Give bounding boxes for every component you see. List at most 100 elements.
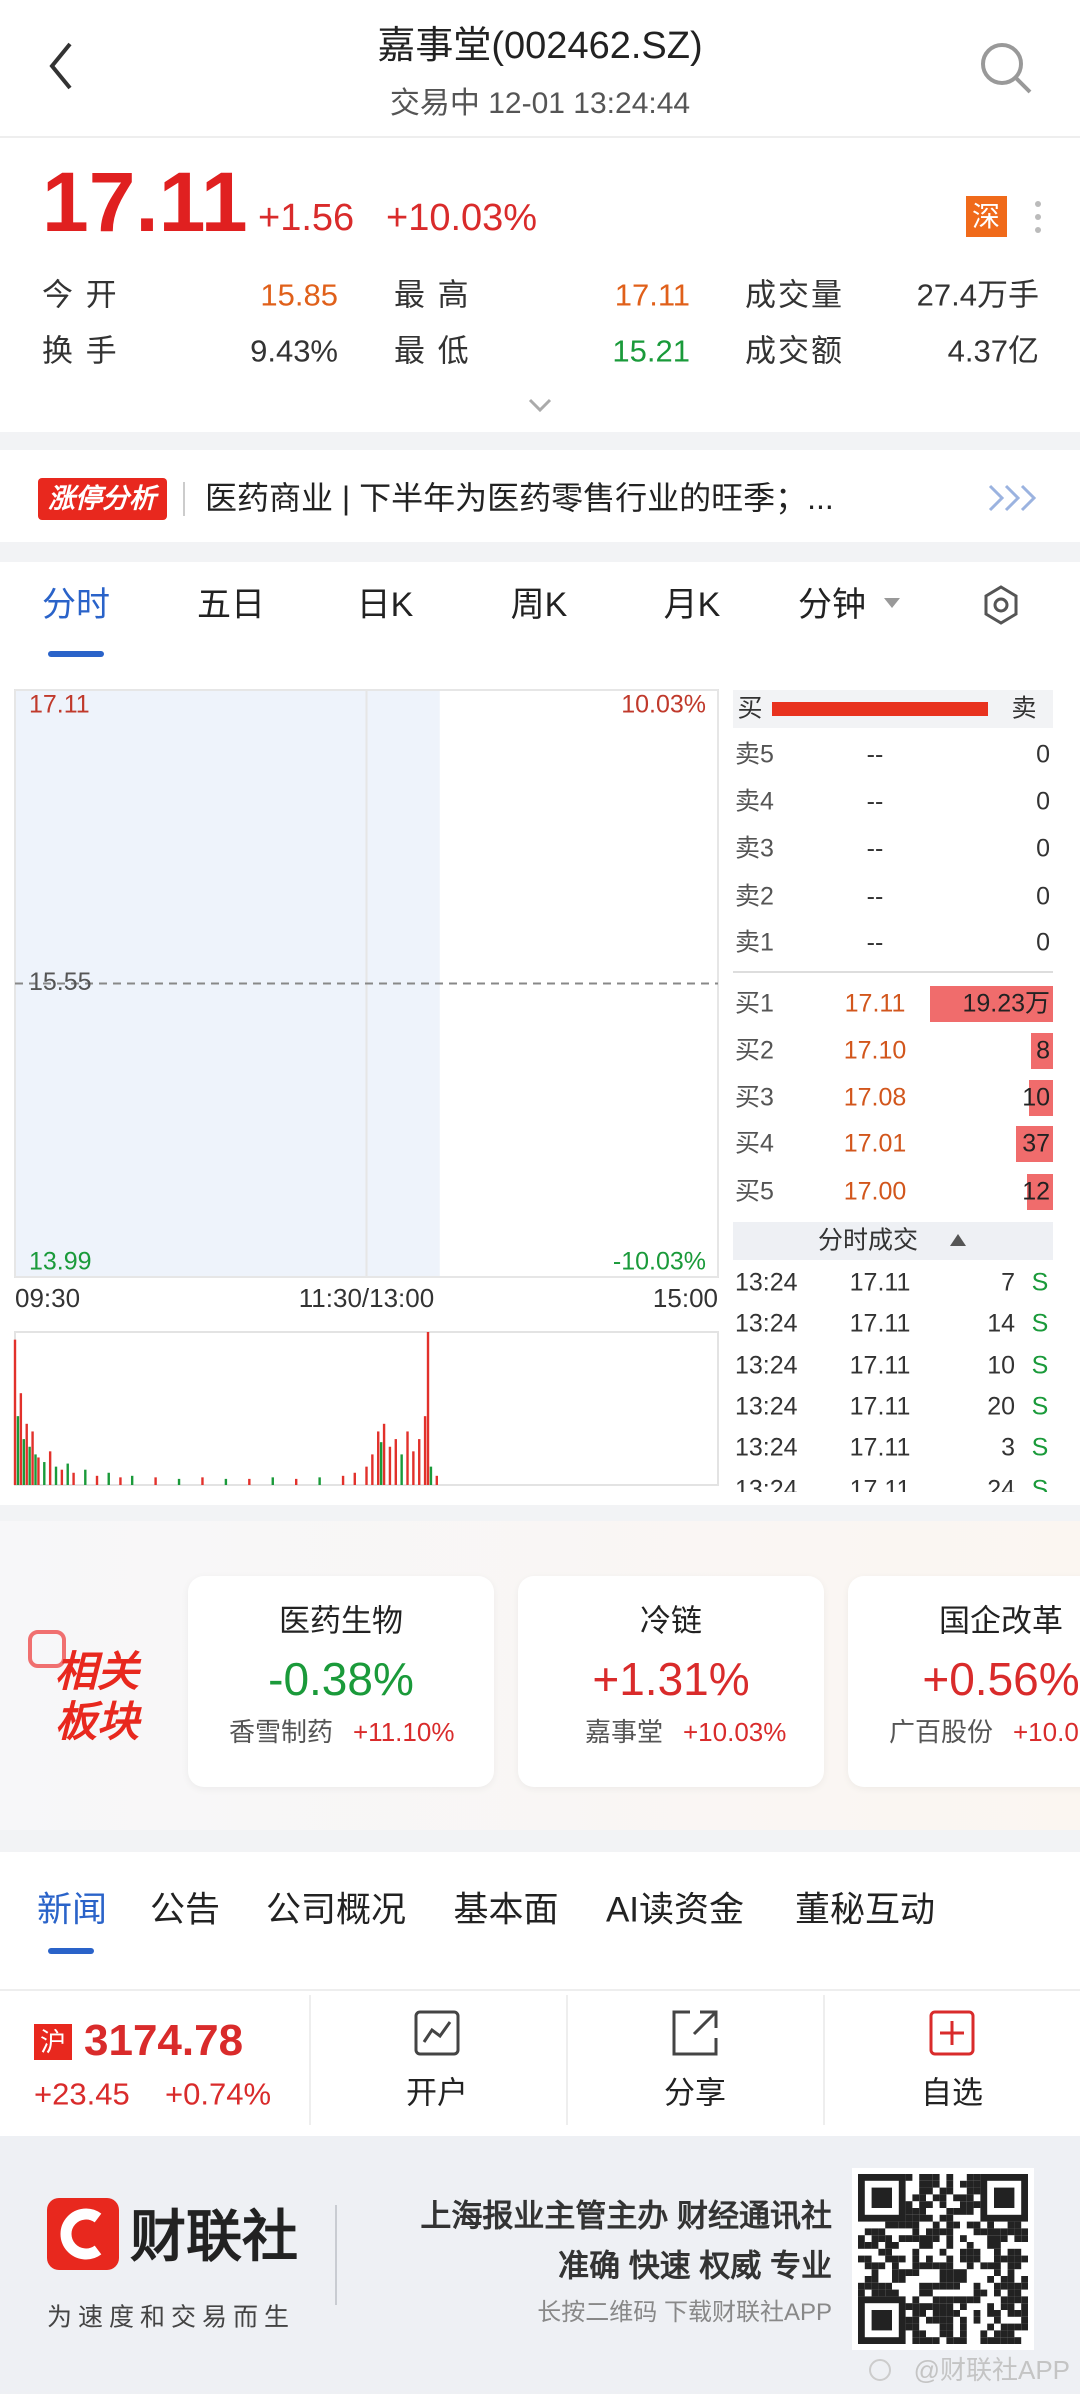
qr-cell [885, 2221, 892, 2229]
sector-card[interactable] [848, 1576, 1080, 1787]
qr-cell [932, 2228, 940, 2236]
news-tab[interactable]: AI读资金 [605, 1890, 745, 1930]
bid-depth-bar [1030, 1033, 1053, 1069]
bid-volume: 10 [1022, 1083, 1050, 1112]
qr-cell [994, 2282, 1001, 2290]
qr-cell [885, 2255, 892, 2263]
ask-price: -- [866, 882, 884, 911]
trade-volume: 24 [987, 1475, 1015, 1493]
back-icon[interactable] [49, 42, 72, 90]
banner-text[interactable]: 医药商业 | 下半年为医药零售行业的旺季；... [205, 480, 834, 516]
dropdown-icon[interactable] [884, 598, 900, 608]
qr-cell [926, 2262, 933, 2270]
qr-finder [994, 2187, 1015, 2208]
volume-bar [224, 1478, 228, 1485]
trade-time: 13:24 [735, 1309, 798, 1338]
chart-tab[interactable]: 月K [663, 586, 721, 624]
qr-cell [1014, 2228, 1022, 2236]
qr-code[interactable] [852, 2168, 1034, 2350]
qr-cell [919, 2235, 926, 2242]
chart-tab[interactable]: 五日 [197, 586, 265, 624]
news-tab[interactable]: 公告 [149, 1890, 221, 1930]
qr-cell [946, 2323, 954, 2331]
qr-cell [1007, 2296, 1015, 2304]
news-tab[interactable]: 基本面 [453, 1890, 559, 1930]
chart-tab[interactable]: 周K [510, 586, 568, 624]
qr-cell [912, 2323, 920, 2331]
qr-cell [953, 2296, 960, 2304]
bottom-bar-divider [0, 1989, 1080, 1991]
qr-cell [980, 2337, 988, 2344]
volume-bar [248, 1478, 251, 1485]
news-tab[interactable]: 公司概况 [265, 1890, 407, 1930]
sector-card[interactable] [188, 1576, 494, 1787]
news-tab[interactable]: 新闻 [36, 1890, 108, 1930]
action-button[interactable]: 分享 [664, 2075, 726, 2111]
sector-title: 相关 [55, 1648, 140, 1695]
sector-card[interactable] [518, 1576, 824, 1787]
qr-cell [912, 2248, 920, 2256]
qr-cell [1007, 2310, 1015, 2317]
more-arrows[interactable] [988, 484, 1037, 512]
trades-header-bg [733, 1222, 1053, 1260]
brand-slogan: 为速度和交易而生 [47, 2303, 296, 2332]
chart-tab[interactable]: 日K [356, 586, 414, 624]
trade-volume: 7 [1001, 1268, 1015, 1297]
ask-price: -- [866, 787, 884, 816]
stat-label: 成交额 [745, 333, 844, 369]
qr-cell [1007, 2330, 1015, 2338]
qr-cell [926, 2180, 933, 2188]
volume-bar [84, 1469, 87, 1485]
qr-cell [932, 2296, 940, 2304]
qr-cell [1014, 2255, 1022, 2263]
qr-cell [892, 2269, 899, 2276]
qr-finder [980, 2173, 1028, 2222]
qr-cell [946, 2276, 954, 2283]
qr-cell [1000, 2303, 1008, 2310]
trade-volume: 14 [987, 1309, 1015, 1338]
qr-cell [953, 2221, 960, 2229]
qr-cell [919, 2242, 926, 2249]
qr-cell [926, 2316, 933, 2324]
section-gap [0, 1505, 1080, 1521]
qr-cell [987, 2310, 994, 2317]
expand-icon[interactable] [528, 398, 552, 413]
stat-label: 今 开 [42, 277, 119, 313]
qr-cell [939, 2228, 947, 2236]
stat-value: 27.4万手 [916, 277, 1039, 313]
volume-bar [426, 1332, 430, 1485]
banner-divider [183, 482, 185, 516]
ask-level: 卖2 [735, 882, 774, 911]
action-button[interactable]: 自选 [921, 2075, 983, 2111]
qr-cell [960, 2269, 967, 2276]
trade-volume: 10 [987, 1351, 1015, 1380]
open-account-icon[interactable] [414, 2010, 460, 2056]
ask-price: -- [866, 834, 884, 863]
news-tab[interactable]: 董秘互动 [794, 1890, 936, 1930]
qr-cell [932, 2337, 940, 2344]
qr-cell [864, 2262, 872, 2270]
qr-cell [898, 2276, 906, 2283]
qr-cell [926, 2289, 933, 2297]
share-icon[interactable] [672, 2010, 718, 2056]
action-button[interactable]: 开户 [406, 2075, 468, 2111]
watchlist-icon[interactable] [929, 2010, 975, 2056]
qr-cell [946, 2269, 954, 2276]
chart-tab[interactable]: 分时 [42, 586, 110, 624]
qr-cell [1021, 2228, 1028, 2236]
qr-cell [878, 2228, 886, 2236]
settings-icon[interactable] [984, 585, 1018, 625]
more-icon[interactable] [1035, 201, 1041, 233]
bid-volume: 8 [1036, 1036, 1050, 1065]
chart-tab[interactable]: 分钟 [798, 586, 866, 624]
action-divider [309, 1995, 311, 2125]
qr-cell [932, 2235, 940, 2242]
qr-cell [1007, 2221, 1015, 2229]
qr-cell [905, 2201, 913, 2208]
leading-stock: 嘉事堂 [584, 1717, 663, 1747]
qr-cell [1000, 2235, 1008, 2242]
trade-time: 13:24 [735, 1392, 798, 1421]
search-icon[interactable] [981, 43, 1032, 94]
qr-cell [987, 2276, 994, 2283]
qr-cell [1014, 2248, 1022, 2256]
